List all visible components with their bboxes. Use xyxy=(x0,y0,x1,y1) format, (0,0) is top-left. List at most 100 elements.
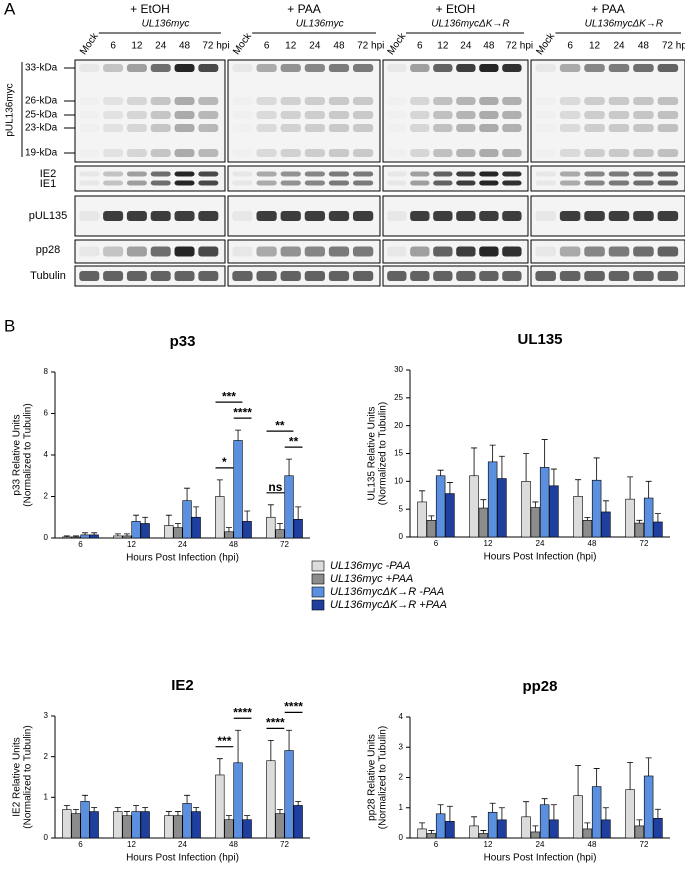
band xyxy=(410,246,430,257)
band xyxy=(657,124,679,132)
band xyxy=(174,246,195,257)
band xyxy=(103,97,124,105)
bar xyxy=(445,493,455,538)
error-bar xyxy=(532,501,539,508)
band xyxy=(150,97,171,105)
x-axis-label: Hours Post Infection (hpi) xyxy=(126,853,239,864)
band xyxy=(328,149,350,157)
error-bar xyxy=(593,457,600,481)
error-bar xyxy=(142,516,149,524)
band xyxy=(352,111,374,119)
band xyxy=(150,180,171,186)
band xyxy=(198,124,219,132)
bar xyxy=(71,813,81,839)
band xyxy=(559,171,581,177)
bar xyxy=(89,811,99,839)
bar xyxy=(478,833,489,839)
panel-label: A xyxy=(4,0,16,18)
blot-row xyxy=(227,59,381,163)
bar xyxy=(478,507,489,538)
band xyxy=(456,271,476,281)
error-bar xyxy=(446,805,453,822)
band xyxy=(387,124,406,132)
band xyxy=(410,180,430,186)
band xyxy=(433,111,453,119)
band xyxy=(559,271,581,281)
legend-label: UL136mycΔK→R +PAA xyxy=(330,599,447,611)
bar xyxy=(242,521,252,539)
band xyxy=(608,64,630,72)
bar xyxy=(215,496,225,539)
lane-label: 6 xyxy=(567,41,573,52)
lane-label: 72 hpi xyxy=(357,41,384,52)
band xyxy=(280,124,301,132)
y-axis-label: IE2 Relative Units xyxy=(12,737,23,816)
band xyxy=(502,180,522,186)
error-bar xyxy=(244,815,251,820)
band xyxy=(103,180,124,186)
band xyxy=(232,271,253,281)
band xyxy=(559,97,581,105)
y-axis-label: UL135 Relative Units xyxy=(367,407,378,501)
x-tick-label: 24 xyxy=(178,840,187,849)
treatment-label: + PAA xyxy=(287,2,320,16)
error-bar xyxy=(235,429,242,441)
lane-label: 6 xyxy=(417,41,423,52)
band xyxy=(433,246,453,257)
y-axis-label: p33 Relative Units xyxy=(12,414,23,495)
band xyxy=(502,124,522,132)
band xyxy=(608,111,630,119)
band xyxy=(198,111,219,119)
band xyxy=(387,246,407,257)
y-axis-label: (Normalized to Tubulin) xyxy=(378,726,389,829)
band xyxy=(79,171,100,177)
band xyxy=(456,64,476,72)
legend-swatch xyxy=(311,560,325,572)
error-bar xyxy=(498,807,505,820)
band xyxy=(657,149,679,157)
band xyxy=(79,111,99,119)
blot-row xyxy=(530,165,685,192)
band xyxy=(280,246,301,257)
band xyxy=(150,211,171,221)
band xyxy=(352,171,374,177)
band xyxy=(198,171,219,177)
band xyxy=(174,271,195,281)
error-bar xyxy=(123,811,130,816)
bar xyxy=(549,819,559,839)
blot-row xyxy=(74,59,226,163)
band xyxy=(352,271,374,281)
band xyxy=(79,97,99,105)
band xyxy=(328,246,350,257)
bar xyxy=(89,534,99,539)
x-tick-label: 24 xyxy=(536,840,545,849)
bar xyxy=(293,519,303,539)
marker-label: 33-kDa xyxy=(25,63,58,74)
legend-swatch xyxy=(311,599,325,611)
band xyxy=(126,97,147,105)
error-bar xyxy=(645,757,652,776)
error-bar xyxy=(184,794,191,804)
band xyxy=(608,271,630,281)
bar xyxy=(62,536,72,539)
x-tick-label: 48 xyxy=(588,539,597,548)
bar xyxy=(643,497,654,538)
band xyxy=(657,111,679,119)
band xyxy=(657,180,679,186)
sig-label: ** xyxy=(289,434,299,448)
legend-label: UL136myc -PAA xyxy=(330,560,411,572)
x-tick-label: 6 xyxy=(78,840,83,849)
bar xyxy=(131,521,141,539)
band xyxy=(174,211,195,221)
x-tick-label: 48 xyxy=(588,840,597,849)
lane-label: 24 xyxy=(309,41,321,52)
blot-row xyxy=(74,239,226,264)
bar xyxy=(62,809,72,839)
bar xyxy=(530,831,541,839)
band xyxy=(608,124,630,132)
error-bar xyxy=(654,513,661,522)
band xyxy=(584,124,605,132)
bar xyxy=(573,795,583,839)
row-label: pUL135 xyxy=(29,210,68,222)
band xyxy=(433,64,453,72)
